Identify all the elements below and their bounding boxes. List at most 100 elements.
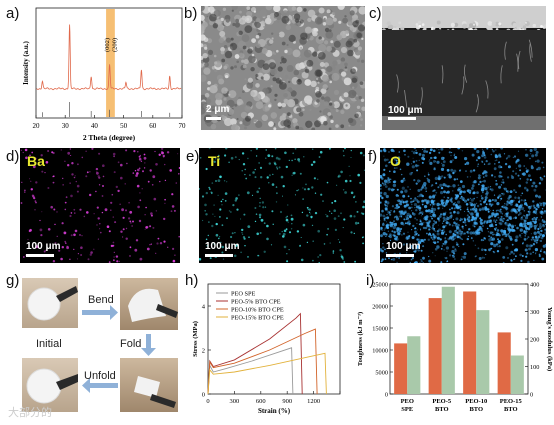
- element-signal: [306, 214, 309, 217]
- element-signal: [496, 202, 500, 206]
- element-signal: [413, 179, 416, 182]
- particle: [213, 54, 217, 58]
- element-signal: [393, 234, 396, 237]
- element-signal: [422, 256, 425, 260]
- pore: [288, 34, 296, 42]
- element-signal: [53, 175, 55, 177]
- particle: [326, 45, 332, 52]
- x-tick-label: 20: [33, 122, 41, 130]
- element-signal: [382, 182, 386, 186]
- element-signal: [535, 216, 538, 220]
- element-signal: [344, 148, 346, 150]
- element-signal: [249, 174, 251, 176]
- element-signal: [323, 243, 326, 245]
- element-signal: [350, 157, 352, 158]
- element-signal: [411, 210, 413, 212]
- pore: [356, 32, 362, 39]
- element-signal: [498, 243, 500, 245]
- element-signal: [54, 242, 57, 244]
- element-signal: [511, 176, 515, 179]
- element-signal: [465, 203, 469, 206]
- fibril: [396, 74, 399, 93]
- element-signal: [504, 213, 507, 215]
- element-signal: [524, 216, 529, 220]
- particle: [246, 82, 253, 89]
- element-signal: [74, 212, 76, 214]
- element-signal: [285, 216, 288, 219]
- particle: [283, 127, 286, 130]
- element-signal: [238, 159, 240, 161]
- pore: [281, 15, 290, 24]
- element-signal: [530, 233, 532, 235]
- element-signal: [329, 210, 331, 212]
- element-signal: [457, 184, 460, 186]
- particle: [225, 37, 232, 43]
- element-signal: [289, 231, 291, 234]
- particle: [255, 101, 264, 109]
- element-signal: [462, 243, 465, 246]
- series-line: [207, 352, 327, 395]
- element-signal: [154, 150, 156, 153]
- element-signal: [406, 252, 408, 254]
- particle: [201, 56, 204, 60]
- element-signal: [311, 224, 314, 227]
- particle: [244, 126, 247, 130]
- element-signal: [96, 224, 98, 226]
- element-signal: [362, 154, 365, 157]
- particle: [238, 52, 244, 57]
- element-signal: [354, 195, 356, 197]
- element-signal: [334, 228, 337, 231]
- particle: [255, 83, 260, 88]
- element-signal: [398, 215, 401, 218]
- element-signal: [529, 178, 532, 181]
- element-signal: [406, 222, 409, 225]
- element-signal: [419, 220, 422, 223]
- element-signal: [416, 200, 420, 204]
- element-signal: [288, 159, 290, 161]
- element-signal: [453, 233, 457, 237]
- photo-initial: [22, 278, 78, 328]
- element-signal: [518, 214, 520, 216]
- fibril: [475, 94, 479, 113]
- element-signal: [533, 148, 537, 151]
- element-signal: [505, 233, 508, 236]
- element-signal: [245, 177, 248, 180]
- element-signal: [412, 224, 415, 228]
- element-signal: [268, 162, 271, 165]
- element-signal: [449, 223, 451, 226]
- element-signal: [540, 211, 544, 215]
- element-signal: [511, 208, 515, 212]
- element-signal: [243, 213, 246, 216]
- element-signal: [529, 252, 532, 255]
- element-signal: [139, 192, 141, 194]
- element-signal: [24, 191, 26, 193]
- element-signal: [175, 182, 178, 184]
- element-signal: [274, 163, 276, 165]
- scale-bar-label: 2 μm: [206, 104, 230, 115]
- particle: [323, 62, 329, 68]
- element-signal: [141, 188, 143, 190]
- element-signal: [234, 156, 237, 159]
- element-signal: [484, 192, 487, 195]
- element-signal: [397, 232, 401, 236]
- element-signal: [385, 164, 388, 168]
- element-signal: [359, 151, 363, 155]
- element-signal: [515, 210, 518, 214]
- element-signal: [495, 227, 498, 230]
- element-signal: [478, 208, 482, 212]
- element-signal: [507, 227, 511, 231]
- element-signal: [343, 218, 346, 221]
- particle: [225, 18, 231, 23]
- element-signal: [136, 172, 139, 175]
- element-signal: [35, 245, 39, 249]
- element-signal: [435, 160, 437, 162]
- particle: [244, 105, 251, 112]
- particle: [274, 98, 277, 102]
- element-signal: [461, 238, 463, 240]
- element-signal: [70, 234, 73, 237]
- element-signal: [499, 199, 501, 201]
- element-signal: [432, 190, 434, 192]
- element-signal: [415, 182, 418, 185]
- element-signal: [279, 233, 281, 235]
- element-signal: [211, 224, 214, 228]
